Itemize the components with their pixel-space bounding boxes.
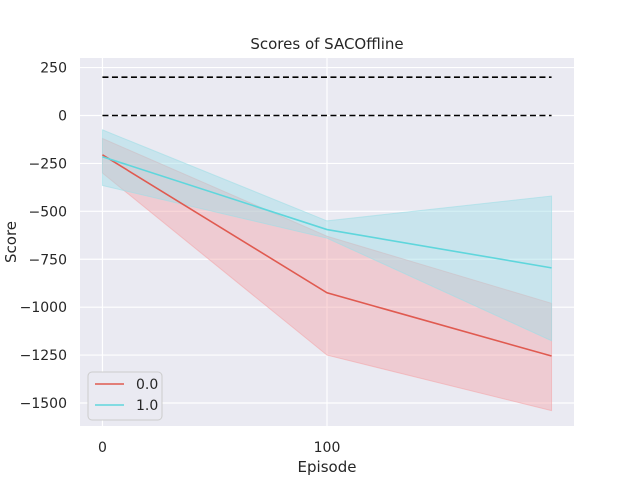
x-tick-label: 100 xyxy=(314,440,341,456)
confidence-band-1 xyxy=(101,129,553,342)
y-axis-title: Score xyxy=(2,221,20,263)
legend-label-1: 1.0 xyxy=(136,398,158,414)
y-tick-label: 0 xyxy=(58,109,67,125)
y-tick-label: −250 xyxy=(29,156,67,172)
y-tick-label: −1000 xyxy=(20,300,67,316)
chart-title: Scores of SACOffline xyxy=(250,35,403,53)
y-tick-label: −500 xyxy=(29,204,67,220)
y-tick-label: −750 xyxy=(29,252,67,268)
x-tick-labels: 0 100 xyxy=(98,440,340,456)
reference-lines xyxy=(102,76,552,117)
y-tick-label: −1500 xyxy=(20,396,67,412)
x-axis-title: Episode xyxy=(298,458,357,476)
y-tick-labels: 250 0 −250 −500 −750 −1000 −1250 −1500 xyxy=(20,61,67,412)
series-line-1 xyxy=(102,155,552,269)
series-line-0 xyxy=(102,154,552,357)
confidence-bands xyxy=(101,129,553,412)
series-lines xyxy=(102,154,552,357)
y-tick-label: 250 xyxy=(40,61,67,77)
x-tick-label: 0 xyxy=(98,440,107,456)
legend: 0.0 1.0 xyxy=(87,371,163,421)
y-tick-label: −1250 xyxy=(20,348,67,364)
legend-label-0: 0.0 xyxy=(136,377,158,393)
